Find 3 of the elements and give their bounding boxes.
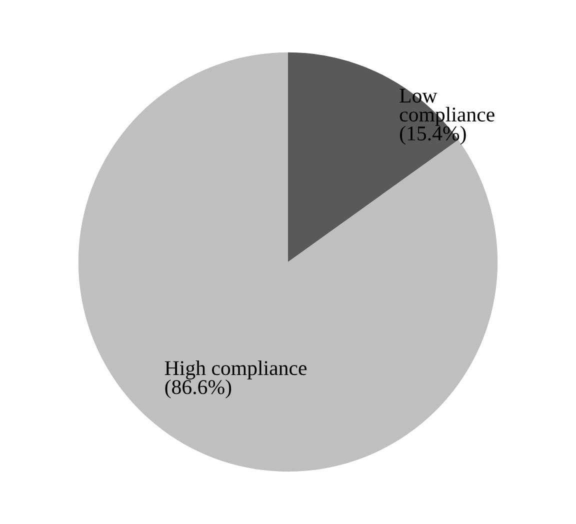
pie-slice bbox=[78, 52, 498, 472]
slice-label: High compliance bbox=[164, 360, 307, 380]
data-label: (86.6%) bbox=[165, 379, 232, 398]
